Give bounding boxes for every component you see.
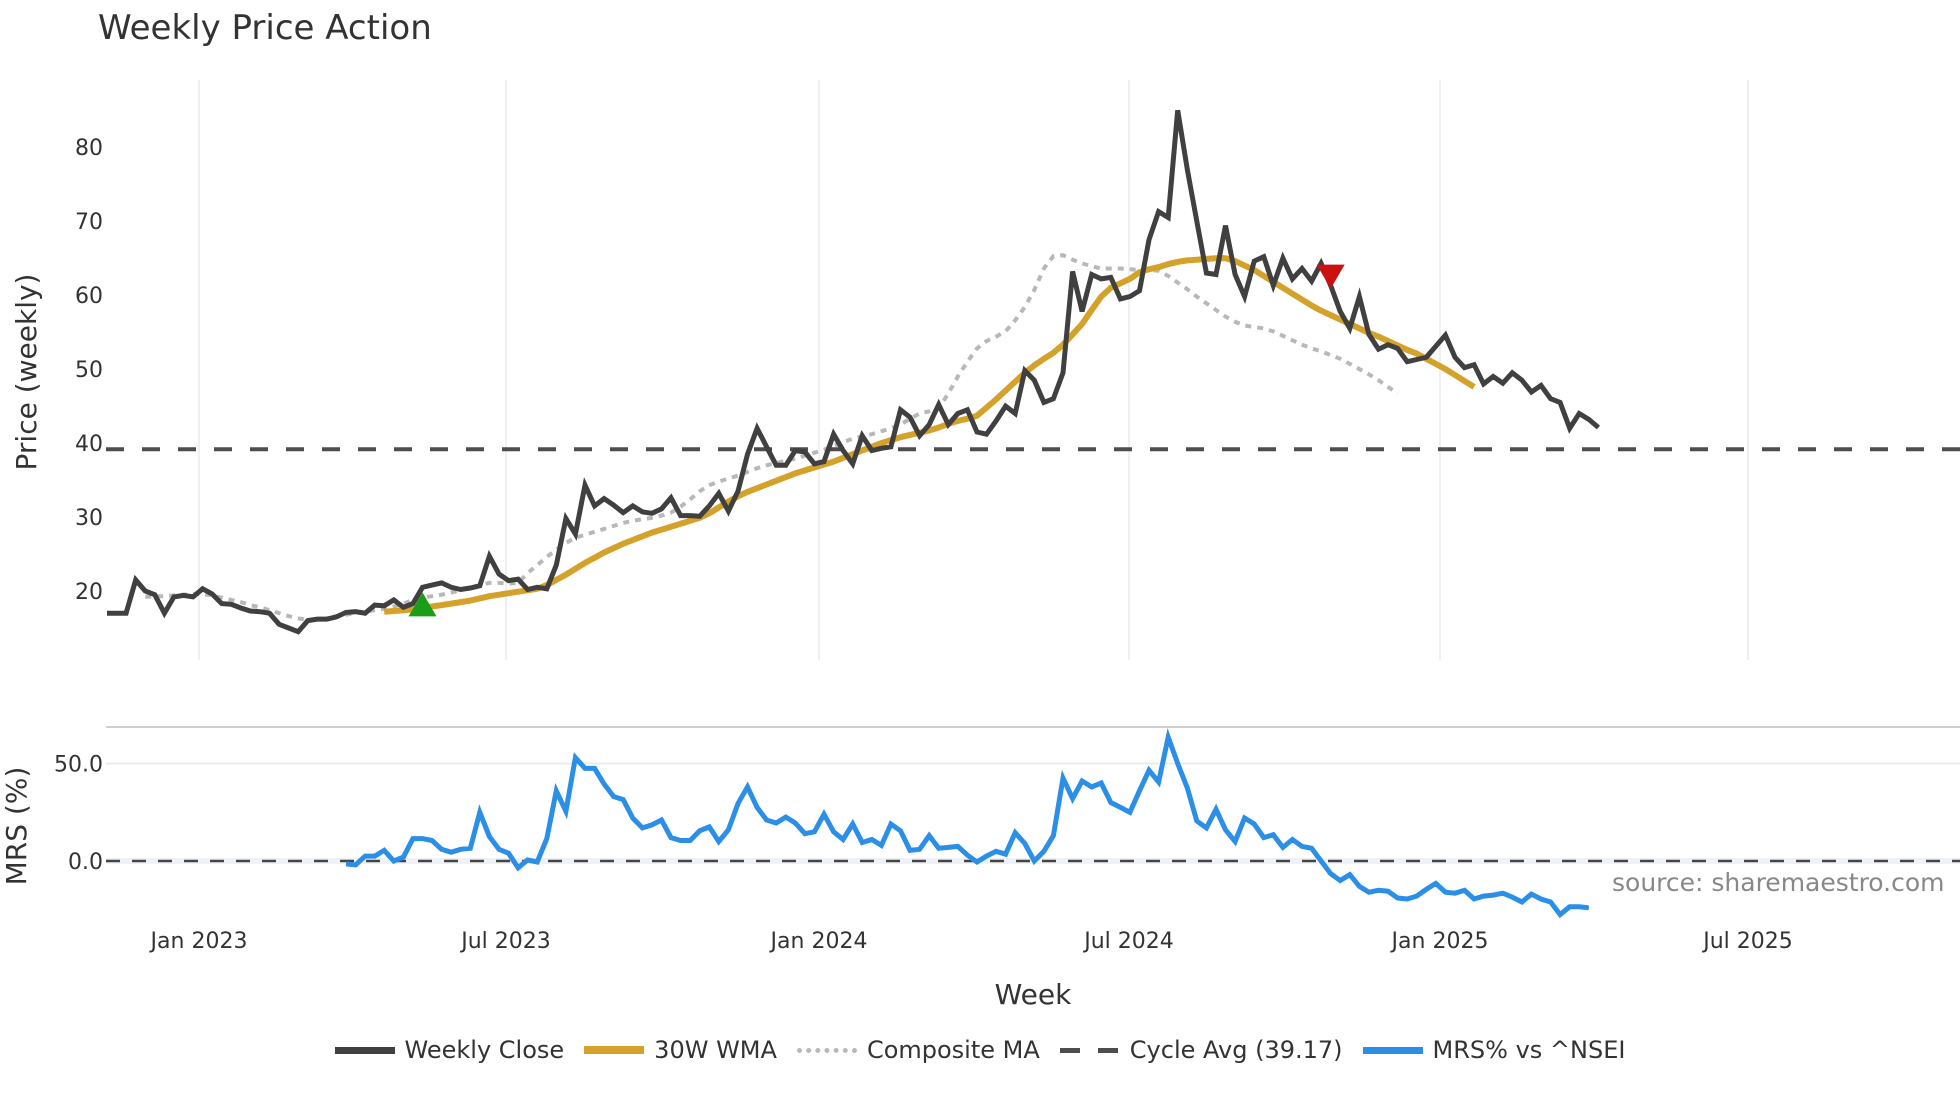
legend-item-composite-ma[interactable]: Composite MA xyxy=(796,1036,1040,1064)
svg-text:80: 80 xyxy=(75,136,103,161)
legend-item-wma[interactable]: 30W WMA xyxy=(584,1036,777,1064)
svg-text:Jul 2024: Jul 2024 xyxy=(1082,929,1174,954)
x-axis: Jan 2023 Jul 2023 Jan 2024 Jul 2024 Jan 2025… xyxy=(149,929,1793,954)
x-axis-title: Week xyxy=(995,978,1072,1011)
svg-text:Jan 2023: Jan 2023 xyxy=(149,929,248,954)
legend-label: Weekly Close xyxy=(404,1036,565,1064)
legend-label: Cycle Avg (39.17) xyxy=(1129,1036,1343,1064)
svg-text:Jul 2025: Jul 2025 xyxy=(1701,929,1793,954)
svg-text:70: 70 xyxy=(75,210,103,235)
mrs-y-axis: 0.0 50.0 xyxy=(54,753,103,876)
chart-title: Weekly Price Action xyxy=(98,8,432,48)
svg-text:40: 40 xyxy=(75,432,103,457)
svg-text:60: 60 xyxy=(75,284,103,309)
mrs-swatch-icon xyxy=(1362,1046,1423,1054)
legend-item-mrs[interactable]: MRS% vs ^NSEI xyxy=(1362,1036,1626,1064)
weekly-close-swatch-icon xyxy=(334,1046,395,1054)
legend-item-cycle-avg[interactable]: Cycle Avg (39.17) xyxy=(1059,1036,1343,1064)
price-grid xyxy=(198,80,1749,660)
svg-text:50.0: 50.0 xyxy=(54,753,103,778)
mrs-y-axis-title: MRS (%) xyxy=(0,767,33,886)
wma-swatch-icon xyxy=(584,1046,645,1054)
price-y-axis-title: Price (weekly) xyxy=(10,274,43,471)
legend-label: MRS% vs ^NSEI xyxy=(1432,1036,1626,1064)
composite-ma-swatch-icon xyxy=(796,1047,857,1053)
svg-text:20: 20 xyxy=(75,580,103,605)
legend-label: Composite MA xyxy=(866,1036,1040,1064)
price-series xyxy=(106,109,1960,635)
svg-text:Jan 2024: Jan 2024 xyxy=(769,929,868,954)
svg-text:0.0: 0.0 xyxy=(68,850,103,875)
signal-markers xyxy=(408,264,1345,617)
source-watermark: source: sharemaestro.com xyxy=(1612,868,1945,897)
svg-text:30: 30 xyxy=(75,506,103,531)
mrs-grid xyxy=(106,762,1960,864)
legend-label: 30W WMA xyxy=(654,1036,777,1064)
mrs-series xyxy=(106,728,1960,919)
legend-item-weekly-close[interactable]: Weekly Close xyxy=(334,1036,565,1064)
legend: Weekly Close 30W WMA Composite MA Cycle … xyxy=(0,1036,1960,1064)
cycle-avg-swatch-icon xyxy=(1059,1047,1120,1053)
svg-text:Jan 2025: Jan 2025 xyxy=(1390,929,1489,954)
svg-text:Jul 2023: Jul 2023 xyxy=(459,929,551,954)
price-y-axis: 20 30 40 50 60 70 80 xyxy=(75,136,103,605)
svg-text:50: 50 xyxy=(75,358,103,383)
